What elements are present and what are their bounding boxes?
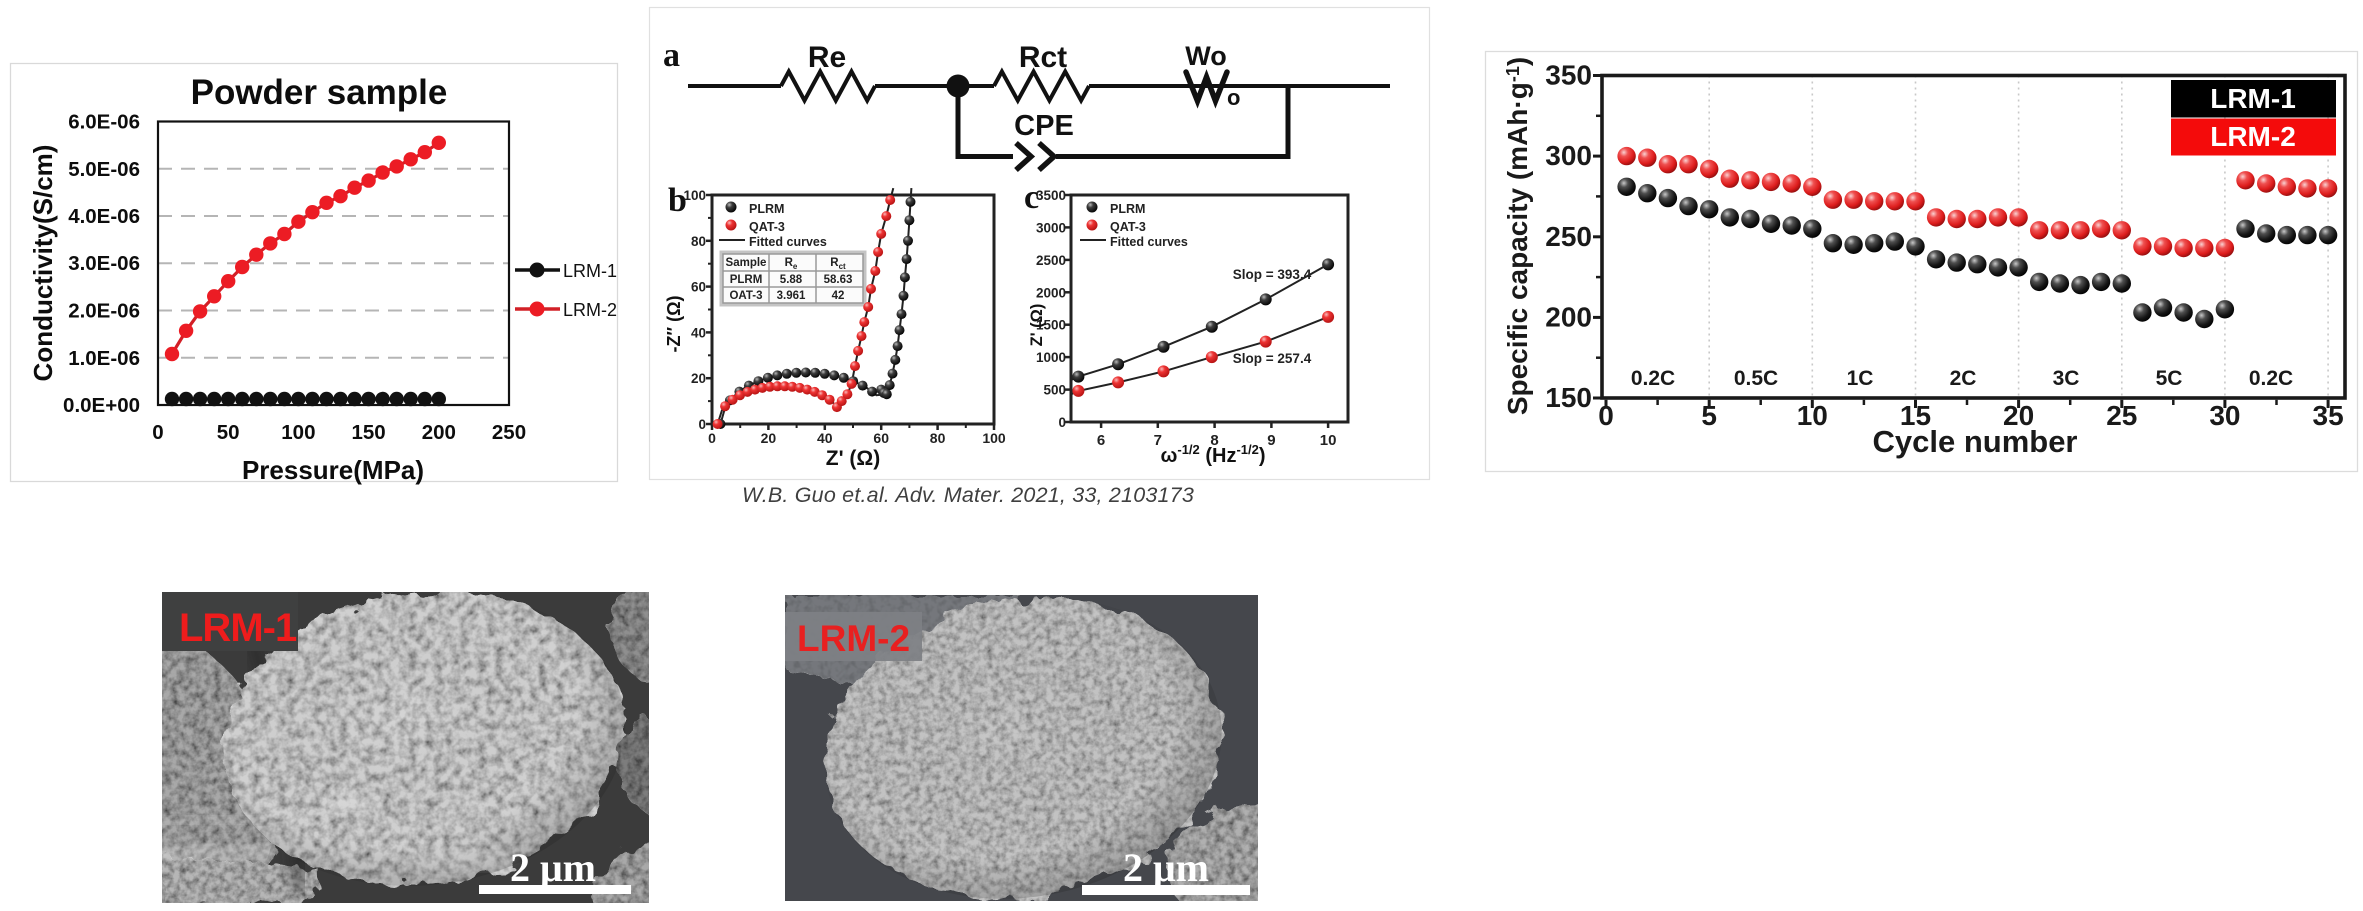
svg-text:80: 80 bbox=[930, 430, 946, 446]
svg-text:150: 150 bbox=[1545, 382, 1592, 413]
svg-text:60: 60 bbox=[873, 430, 889, 446]
svg-text:20: 20 bbox=[2003, 400, 2034, 431]
svg-text:Fitted curves: Fitted curves bbox=[1110, 235, 1188, 249]
svg-text:80: 80 bbox=[691, 234, 706, 249]
svg-text:0: 0 bbox=[698, 417, 706, 432]
svg-text:0: 0 bbox=[1058, 415, 1066, 430]
svg-text:CPE: CPE bbox=[1014, 110, 1074, 142]
svg-text:Slop = 393.4: Slop = 393.4 bbox=[1233, 267, 1312, 282]
svg-text:0.0E+00: 0.0E+00 bbox=[63, 394, 140, 417]
svg-text:3000: 3000 bbox=[1036, 220, 1066, 235]
svg-text:3C: 3C bbox=[2053, 367, 2080, 390]
svg-text:2 μm: 2 μm bbox=[510, 845, 596, 890]
svg-text:Re: Re bbox=[808, 41, 846, 74]
svg-text:9: 9 bbox=[1267, 432, 1275, 449]
svg-text:350: 350 bbox=[1545, 60, 1592, 91]
svg-text:c: c bbox=[1024, 179, 1039, 216]
svg-text:QAT-3: QAT-3 bbox=[749, 220, 785, 234]
svg-text:2 μm: 2 μm bbox=[1123, 845, 1209, 890]
svg-text:Z' (Ω): Z' (Ω) bbox=[826, 447, 880, 470]
svg-text:100: 100 bbox=[683, 188, 706, 203]
svg-text:W.B. Guo et.al. Adv. Mater. 20: W.B. Guo et.al. Adv. Mater. 2021, 33, 21… bbox=[742, 483, 1194, 507]
svg-text:30: 30 bbox=[2209, 400, 2240, 431]
svg-text:ω-1/2 (Hz-1/2): ω-1/2 (Hz-1/2) bbox=[1160, 442, 1265, 467]
svg-text:PLRM: PLRM bbox=[749, 202, 784, 216]
svg-text:2.0E-06: 2.0E-06 bbox=[68, 300, 140, 323]
svg-text:4.0E-06: 4.0E-06 bbox=[68, 205, 140, 228]
svg-text:0.5C: 0.5C bbox=[1734, 367, 1778, 390]
svg-text:2C: 2C bbox=[1950, 367, 1977, 390]
svg-text:1500: 1500 bbox=[1036, 318, 1066, 333]
svg-text:100: 100 bbox=[281, 421, 315, 444]
svg-text:100: 100 bbox=[982, 430, 1006, 446]
svg-text:250: 250 bbox=[1545, 221, 1592, 252]
svg-text:5: 5 bbox=[1701, 400, 1717, 431]
svg-text:3500: 3500 bbox=[1036, 188, 1066, 203]
svg-text:7: 7 bbox=[1154, 432, 1162, 449]
svg-text:LRM-2: LRM-2 bbox=[2210, 121, 2296, 152]
svg-text:250: 250 bbox=[492, 421, 526, 444]
svg-text:Slop = 257.4: Slop = 257.4 bbox=[1233, 351, 1312, 366]
svg-text:LRM-1: LRM-1 bbox=[563, 261, 617, 281]
svg-text:Conductivity(S/cm): Conductivity(S/cm) bbox=[28, 145, 58, 382]
svg-text:35: 35 bbox=[2313, 400, 2344, 431]
svg-text:40: 40 bbox=[691, 325, 706, 340]
svg-text:50: 50 bbox=[217, 421, 240, 444]
svg-text:150: 150 bbox=[351, 421, 385, 444]
svg-text:0: 0 bbox=[152, 421, 163, 444]
svg-text:25: 25 bbox=[2106, 400, 2137, 431]
svg-text:0.2C: 0.2C bbox=[2249, 367, 2293, 390]
svg-text:LRM-2: LRM-2 bbox=[563, 300, 617, 320]
svg-text:Wo: Wo bbox=[1185, 41, 1227, 71]
svg-text:PLRM: PLRM bbox=[1110, 202, 1145, 216]
svg-text:3.0E-06: 3.0E-06 bbox=[68, 252, 140, 275]
svg-text:LRM-1: LRM-1 bbox=[2210, 83, 2296, 114]
svg-text:1000: 1000 bbox=[1036, 350, 1066, 365]
svg-text:Powder sample: Powder sample bbox=[191, 73, 448, 112]
svg-text:500: 500 bbox=[1043, 383, 1066, 398]
svg-text:10: 10 bbox=[1320, 432, 1337, 449]
svg-text:2000: 2000 bbox=[1036, 285, 1066, 300]
svg-text:Rct: Rct bbox=[1019, 41, 1067, 74]
svg-text:Fitted curves: Fitted curves bbox=[749, 235, 827, 249]
svg-text:0.2C: 0.2C bbox=[1631, 367, 1675, 390]
svg-text:6.0E-06: 6.0E-06 bbox=[68, 111, 140, 134]
svg-text:5.0E-06: 5.0E-06 bbox=[68, 158, 140, 181]
svg-text:42: 42 bbox=[832, 290, 845, 302]
svg-text:Sample: Sample bbox=[726, 257, 767, 269]
svg-text:20: 20 bbox=[691, 371, 706, 386]
svg-text:15: 15 bbox=[1900, 400, 1931, 431]
svg-text:o: o bbox=[1227, 85, 1240, 110]
svg-text:10: 10 bbox=[1797, 400, 1828, 431]
svg-text:8: 8 bbox=[1210, 432, 1218, 449]
svg-text:1C: 1C bbox=[1847, 367, 1874, 390]
svg-text:LRM-1: LRM-1 bbox=[179, 606, 297, 650]
svg-text:QAT-3: QAT-3 bbox=[1110, 220, 1146, 234]
svg-text:6: 6 bbox=[1097, 432, 1105, 449]
svg-text:1.0E-06: 1.0E-06 bbox=[68, 347, 140, 370]
svg-text:0: 0 bbox=[1598, 400, 1614, 431]
svg-text:200: 200 bbox=[422, 421, 456, 444]
svg-text:PLRM: PLRM bbox=[730, 274, 763, 286]
svg-text:40: 40 bbox=[817, 430, 833, 446]
svg-text:58.63: 58.63 bbox=[824, 274, 853, 286]
svg-text:2500: 2500 bbox=[1036, 253, 1066, 268]
svg-text:a: a bbox=[663, 37, 680, 74]
svg-text:5.88: 5.88 bbox=[780, 274, 803, 286]
svg-text:-Z″ (Ω): -Z″ (Ω) bbox=[664, 295, 684, 352]
svg-text:5C: 5C bbox=[2156, 367, 2183, 390]
svg-text:3.961: 3.961 bbox=[777, 290, 806, 302]
svg-text:LRM-2: LRM-2 bbox=[797, 618, 910, 659]
svg-text:200: 200 bbox=[1545, 301, 1592, 332]
svg-text:20: 20 bbox=[761, 430, 777, 446]
svg-text:Pressure(MPa): Pressure(MPa) bbox=[242, 455, 424, 485]
svg-text:Z' (Ω): Z' (Ω) bbox=[1028, 304, 1046, 347]
svg-text:b: b bbox=[668, 182, 687, 219]
svg-text:Specific capacity (mAh·g-1): Specific capacity (mAh·g-1) bbox=[1502, 57, 1533, 415]
svg-text:Cycle number: Cycle number bbox=[1872, 424, 2077, 459]
svg-text:60: 60 bbox=[691, 280, 706, 295]
svg-text:0: 0 bbox=[708, 430, 716, 446]
svg-text:300: 300 bbox=[1545, 140, 1592, 171]
svg-text:OAT-3: OAT-3 bbox=[729, 290, 762, 302]
